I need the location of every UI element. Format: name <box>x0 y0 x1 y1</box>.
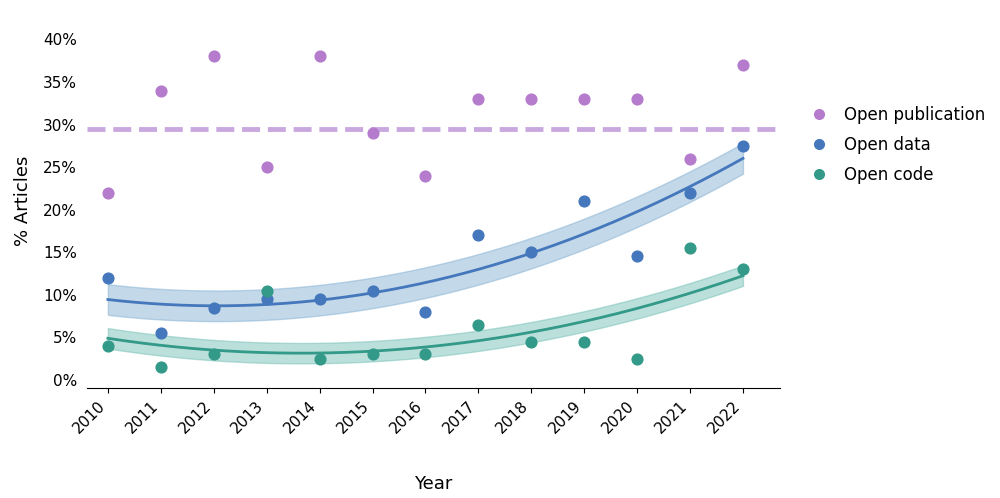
Point <box>100 189 116 197</box>
Point <box>206 304 222 312</box>
Point <box>523 95 539 103</box>
Point <box>682 189 698 197</box>
Point <box>735 265 751 273</box>
Point <box>682 154 698 162</box>
Point <box>365 286 381 294</box>
Point <box>259 295 275 303</box>
Point <box>206 52 222 60</box>
Point <box>523 338 539 346</box>
Point <box>523 249 539 256</box>
Point <box>417 351 433 359</box>
Point <box>206 351 222 359</box>
Point <box>312 355 328 363</box>
Point <box>576 197 592 205</box>
X-axis label: Year: Year <box>414 475 453 493</box>
Point <box>100 274 116 282</box>
Point <box>417 308 433 316</box>
Point <box>100 342 116 350</box>
Point <box>629 95 645 103</box>
Point <box>735 142 751 150</box>
Point <box>153 329 169 337</box>
Point <box>629 355 645 363</box>
Point <box>576 338 592 346</box>
Point <box>417 172 433 180</box>
Point <box>153 87 169 95</box>
Legend: Open publication, Open data, Open code: Open publication, Open data, Open code <box>795 100 992 190</box>
Point <box>365 351 381 359</box>
Point <box>153 363 169 371</box>
Point <box>312 52 328 60</box>
Point <box>629 252 645 260</box>
Point <box>470 231 486 239</box>
Point <box>576 95 592 103</box>
Point <box>682 244 698 252</box>
Point <box>259 163 275 171</box>
Point <box>259 286 275 294</box>
Point <box>470 321 486 329</box>
Point <box>365 129 381 137</box>
Y-axis label: % Articles: % Articles <box>14 156 32 247</box>
Point <box>312 295 328 303</box>
Point <box>470 95 486 103</box>
Point <box>735 61 751 69</box>
